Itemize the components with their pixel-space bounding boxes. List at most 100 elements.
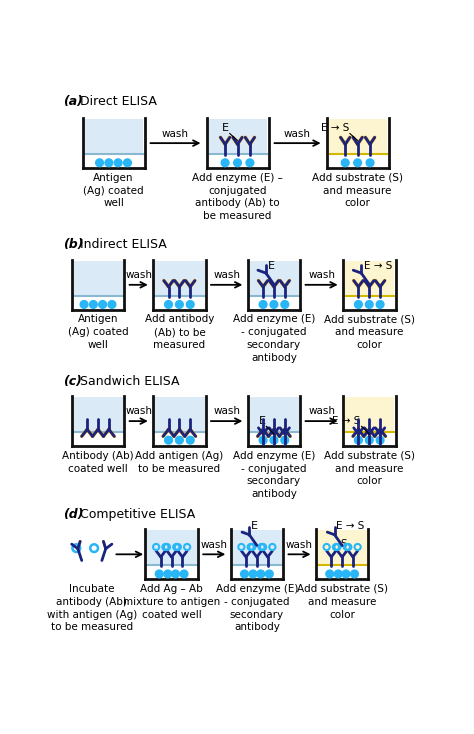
Polygon shape [73, 397, 123, 432]
Text: Incubate
antibody (Ab)
with antigen (Ag)
to be measured: Incubate antibody (Ab) with antigen (Ag)… [46, 584, 137, 633]
Polygon shape [84, 119, 143, 154]
Text: wash: wash [213, 407, 240, 416]
Text: Direct ELISA: Direct ELISA [80, 95, 157, 108]
Circle shape [164, 436, 173, 444]
Text: wash: wash [213, 270, 240, 280]
Text: (b): (b) [63, 239, 83, 251]
Circle shape [221, 159, 229, 167]
Circle shape [270, 436, 278, 444]
Text: E → S: E → S [364, 261, 392, 271]
Circle shape [351, 570, 358, 578]
Text: Indirect ELISA: Indirect ELISA [80, 239, 167, 251]
Polygon shape [208, 119, 267, 154]
Text: (a): (a) [63, 95, 83, 108]
Polygon shape [317, 531, 367, 565]
Polygon shape [249, 261, 299, 296]
Circle shape [164, 570, 172, 578]
Text: Competitive ELISA: Competitive ELISA [80, 508, 195, 520]
Circle shape [246, 159, 254, 167]
Circle shape [164, 301, 173, 308]
Text: Add substrate (S)
and measure
color: Add substrate (S) and measure color [324, 314, 415, 350]
Text: Antigen
(Ag) coated
well: Antigen (Ag) coated well [83, 172, 144, 208]
Polygon shape [328, 119, 387, 154]
Polygon shape [146, 531, 197, 565]
Circle shape [265, 570, 273, 578]
Circle shape [259, 301, 267, 308]
Text: E → S: E → S [336, 521, 365, 531]
Polygon shape [344, 397, 394, 432]
Text: wash: wash [284, 128, 311, 139]
Text: E → S: E → S [321, 123, 349, 133]
Circle shape [334, 570, 342, 578]
Text: (c): (c) [63, 374, 82, 388]
Text: E → S: E → S [332, 415, 361, 426]
Polygon shape [154, 397, 205, 432]
Text: wash: wash [162, 128, 189, 139]
Text: wash: wash [201, 539, 228, 550]
Circle shape [249, 570, 257, 578]
Text: wash: wash [125, 270, 152, 280]
Circle shape [105, 159, 113, 167]
Text: Add substrate (S)
and measure
color: Add substrate (S) and measure color [297, 584, 388, 619]
Polygon shape [73, 261, 123, 296]
Circle shape [175, 436, 183, 444]
Text: (d): (d) [63, 508, 83, 520]
Circle shape [90, 301, 97, 308]
Text: Antibody (Ab)
coated well: Antibody (Ab) coated well [62, 451, 134, 473]
Text: Add antigen (Ag)
to be measured: Add antigen (Ag) to be measured [135, 451, 224, 473]
Circle shape [80, 301, 88, 308]
Circle shape [259, 436, 267, 444]
Text: Sandwich ELISA: Sandwich ELISA [80, 374, 180, 388]
Circle shape [355, 436, 362, 444]
Circle shape [99, 301, 107, 308]
Text: wash: wash [125, 407, 152, 416]
Circle shape [366, 159, 374, 167]
Circle shape [257, 570, 264, 578]
Circle shape [376, 301, 384, 308]
Text: E: E [222, 123, 229, 133]
Text: wash: wash [308, 270, 335, 280]
Circle shape [186, 436, 194, 444]
Circle shape [172, 570, 179, 578]
Circle shape [354, 159, 362, 167]
Circle shape [326, 570, 334, 578]
Text: wash: wash [286, 539, 313, 550]
Circle shape [96, 159, 103, 167]
Circle shape [376, 436, 384, 444]
Circle shape [114, 159, 122, 167]
Circle shape [365, 301, 373, 308]
Text: Add enzyme (E)
- conjugated
secondary
antibody: Add enzyme (E) - conjugated secondary an… [216, 584, 298, 633]
Polygon shape [232, 531, 282, 565]
Polygon shape [154, 261, 205, 296]
Text: Add substrate (S)
and measure
color: Add substrate (S) and measure color [324, 451, 415, 487]
Circle shape [341, 159, 349, 167]
Circle shape [234, 159, 241, 167]
Text: Add antibody
(Ab) to be
measured: Add antibody (Ab) to be measured [145, 314, 214, 350]
Circle shape [281, 436, 289, 444]
Circle shape [108, 301, 116, 308]
Text: E: E [268, 261, 275, 271]
Circle shape [175, 301, 183, 308]
Polygon shape [344, 261, 394, 296]
Polygon shape [249, 397, 299, 432]
Circle shape [281, 301, 289, 308]
Text: Add enzyme (E)
- conjugated
secondary
antibody: Add enzyme (E) - conjugated secondary an… [233, 451, 315, 499]
Text: Add Ag – Ab
mixture to antigen
coated well: Add Ag – Ab mixture to antigen coated we… [123, 584, 220, 619]
Text: Add substrate (S)
and measure
color: Add substrate (S) and measure color [312, 172, 403, 208]
Circle shape [270, 301, 278, 308]
Circle shape [241, 570, 248, 578]
Circle shape [155, 570, 163, 578]
Text: E: E [251, 521, 258, 531]
Circle shape [124, 159, 131, 167]
Text: Antigen
(Ag) coated
well: Antigen (Ag) coated well [68, 314, 128, 350]
Circle shape [365, 436, 373, 444]
Circle shape [186, 301, 194, 308]
Text: Add enzyme (E)
- conjugated
secondary
antibody: Add enzyme (E) - conjugated secondary an… [233, 314, 315, 363]
Text: Add enzyme (E) –
conjugated
antibody (Ab) to
be measured: Add enzyme (E) – conjugated antibody (Ab… [192, 172, 283, 221]
Text: S: S [341, 539, 347, 548]
Circle shape [355, 301, 362, 308]
Text: E: E [258, 415, 265, 426]
Circle shape [342, 570, 350, 578]
Text: wash: wash [308, 407, 335, 416]
Circle shape [180, 570, 188, 578]
